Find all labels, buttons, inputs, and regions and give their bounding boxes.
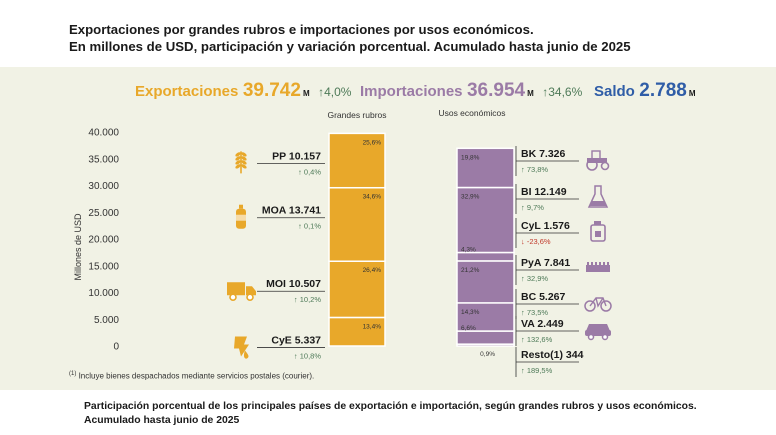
y-tick-label: 40.000 xyxy=(88,128,119,139)
chart-title: Exportaciones por grandes rubros e impor… xyxy=(69,21,631,55)
chart-panel xyxy=(0,67,776,390)
y-tick-label: 15.000 xyxy=(88,261,119,272)
exports-share-label: 13,4% xyxy=(363,323,382,330)
exports-kpi: Exportaciones 39.742 M ↑4,0% xyxy=(135,80,351,102)
car-icon xyxy=(585,324,611,341)
y-tick-label: 35.000 xyxy=(88,154,119,165)
imports-change-label: ↑ 189,5% xyxy=(521,366,553,375)
exports-bar-segment-moa xyxy=(328,186,386,262)
next-chart-title: Participación porcentual de los principa… xyxy=(84,400,697,428)
category-label-grandes-rubros: Grandes rubros xyxy=(327,110,386,120)
imports-bar-segment-pya xyxy=(456,260,515,304)
imports-share-label: 4,3% xyxy=(461,246,476,253)
y-tick-label: 0 xyxy=(113,342,119,353)
bicycle-icon xyxy=(584,297,612,312)
imports-share-label: 0,9% xyxy=(480,351,495,358)
oil-drop-icon xyxy=(234,336,249,359)
y-tick-label: 30.000 xyxy=(88,181,119,192)
y-tick-label: 25.000 xyxy=(88,208,119,219)
truck-icon xyxy=(227,282,256,302)
imports-change-label: ↓ -23,6% xyxy=(521,237,551,246)
tractor-icon xyxy=(586,150,610,171)
imports-share-label: 32,9% xyxy=(461,194,480,201)
exports-kpi-value: 39.742 xyxy=(242,80,301,101)
imports-share-label: 6,6% xyxy=(461,325,476,332)
exports-change-label: ↑ 10,8% xyxy=(294,351,321,360)
saldo-kpi-label: Saldo xyxy=(594,83,635,100)
exports-kpi-unit: M xyxy=(302,89,310,98)
imports-kpi-value: 36.954 xyxy=(466,80,526,101)
imports-bar-segment-bc xyxy=(456,302,515,332)
bottle-icon xyxy=(236,204,246,229)
imports-change-label: ↑ 9,7% xyxy=(521,203,544,212)
footnote-text: Incluye bienes despachados mediante serv… xyxy=(76,371,315,381)
imports-kpi-change: ↑34,6% xyxy=(542,85,583,99)
imports-bar-segment-bk xyxy=(456,147,515,189)
imports-bar-segment-va xyxy=(456,330,515,345)
y-tick-label: 10.000 xyxy=(88,288,119,299)
exports-value-label: MOA 13.741 xyxy=(262,205,321,217)
imports-change-label: ↑ 132,6% xyxy=(521,335,553,344)
fuel-can-icon xyxy=(590,221,606,242)
imports-value-label: CyL 1.576 xyxy=(521,220,570,232)
imports-kpi-label: Importaciones xyxy=(360,83,463,100)
imports-change-label: ↑ 73,8% xyxy=(521,165,548,174)
exports-bar-segment-cye xyxy=(328,316,386,347)
footnote-mark: (1) xyxy=(69,371,77,377)
flask-icon xyxy=(587,185,609,208)
up-arrow-icon: ↑ xyxy=(318,85,325,99)
exports-change-label: ↑ 0,4% xyxy=(298,167,321,176)
imports-kpi: Importaciones 36.954 M ↑34,6% xyxy=(360,80,582,102)
imports-bar-segment-cyl xyxy=(456,251,515,262)
exports-value-label: PP 10.157 xyxy=(272,150,321,162)
imports-value-label: Resto(1) 344 xyxy=(521,349,584,361)
next-chart-title-line-1: Participación porcentual de los principa… xyxy=(84,401,697,412)
imports-kpi-unit: M xyxy=(527,89,534,98)
imports-value-label: BC 5.267 xyxy=(521,291,566,303)
imports-share-label: 14,3% xyxy=(461,309,480,316)
imports-value-label: BK 7.326 xyxy=(521,148,566,160)
exports-share-label: 34,6% xyxy=(363,194,382,201)
next-chart-title-line-2: Acumulado hasta junio de 2025 xyxy=(84,415,240,426)
y-tick-label: 20.000 xyxy=(88,235,119,246)
imports-value-label: BI 12.149 xyxy=(521,186,567,198)
exports-share-label: 25,6% xyxy=(363,139,382,146)
exports-kpi-change: ↑4,0% xyxy=(318,85,352,99)
y-tick-label: 5.000 xyxy=(94,315,119,326)
exports-bar-segment-pp xyxy=(328,132,386,189)
saldo-kpi: Saldo 2.788 M xyxy=(594,80,696,102)
exports-change-label: ↑ 10,2% xyxy=(294,295,321,304)
wheat-icon xyxy=(235,151,247,174)
imports-value-label: VA 2.449 xyxy=(521,318,564,330)
exports-value-label: MOI 10.507 xyxy=(266,278,321,290)
exports-value-label: CyE 5.337 xyxy=(271,334,321,346)
imports-share-label: 19,8% xyxy=(461,154,480,161)
saldo-kpi-value: 2.788 xyxy=(639,80,687,101)
category-label-usos-economicos: Usos económicos xyxy=(438,108,505,118)
imports-share-label: 21,2% xyxy=(461,267,480,274)
title-line-1: Exportaciones por grandes rubros e impor… xyxy=(69,22,534,37)
exports-change-label: ↑ 0,1% xyxy=(298,222,321,231)
imports-value-label: PyA 7.841 xyxy=(521,257,570,269)
footnote: (1) Incluye bienes despachados mediante … xyxy=(69,371,314,381)
exports-share-label: 26,4% xyxy=(363,267,382,274)
exports-kpi-label: Exportaciones xyxy=(135,83,239,100)
up-arrow-icon: ↑ xyxy=(542,85,549,99)
imports-change-label: ↑ 32,9% xyxy=(521,274,548,283)
y-axis-label: Millones de USD xyxy=(73,213,83,281)
imports-change-label: ↑ 73,5% xyxy=(521,308,548,317)
title-line-2: En millones de USD, participación y vari… xyxy=(69,39,631,54)
gear-part-icon xyxy=(586,262,610,272)
saldo-kpi-unit: M xyxy=(688,89,696,98)
